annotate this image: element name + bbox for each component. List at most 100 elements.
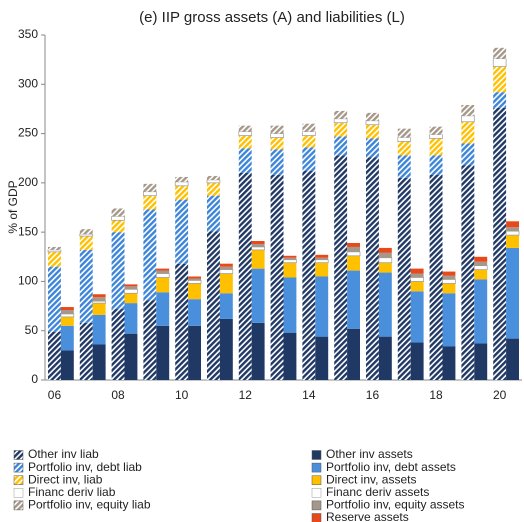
bar-segment [92, 294, 106, 298]
bar-segment [60, 350, 74, 380]
y-tick-label: 300 [18, 76, 38, 90]
bar-segment [366, 112, 379, 121]
bar-segment [219, 273, 233, 294]
bar-segment [60, 316, 74, 326]
bar-segment [378, 336, 392, 380]
bar-segment [111, 208, 125, 217]
legend-swatch [311, 450, 322, 460]
bar-segment [270, 174, 284, 380]
bar-segment [347, 242, 360, 247]
bar-segment [442, 271, 456, 276]
bar-segment [314, 259, 329, 264]
x-tick-label: 18 [429, 388, 443, 402]
bar-segment [492, 58, 507, 67]
bar-segment [270, 149, 284, 175]
bar-segment [461, 143, 475, 166]
bar-segment [188, 276, 201, 279]
bar-segment [79, 249, 93, 323]
legend-label: Financ deriv liab [28, 485, 116, 499]
bar-segment [156, 277, 170, 293]
bar-segment [315, 276, 329, 337]
bar-segment [188, 325, 201, 380]
bar-segment [124, 284, 138, 287]
bar-segment [219, 318, 233, 380]
y-tick-label: 50 [25, 323, 39, 337]
bar-segment [207, 231, 220, 380]
bar-segment [175, 263, 189, 380]
bar-segment [79, 229, 93, 235]
bar-segment [493, 107, 507, 380]
bar-segment [442, 283, 456, 294]
bar-segment [378, 247, 392, 253]
bar-segment [156, 270, 170, 274]
x-tick-label: 14 [302, 388, 316, 402]
bar-segment [111, 232, 125, 310]
bar-segment [334, 155, 348, 380]
bar-segment [397, 137, 412, 142]
bar-segment [251, 243, 265, 247]
legend-swatch [13, 450, 24, 460]
legend-label: Portfolio inv, debt assets [326, 460, 456, 474]
bar-segment [60, 313, 75, 318]
bar-segment [238, 131, 253, 136]
bar-segment [79, 322, 93, 380]
bar-segment [397, 141, 411, 156]
bar-segment [48, 331, 61, 380]
bar-segment [493, 66, 507, 93]
bar-segment [365, 120, 380, 126]
bar-segment [219, 293, 233, 319]
bar-segment [302, 131, 316, 136]
bar-segment [92, 303, 106, 315]
bar-segment [283, 332, 297, 380]
bar-segment [60, 307, 74, 311]
legend-label: Portfolio inv, equity liab [28, 498, 151, 512]
bar-segment [506, 338, 519, 380]
bar-segment [187, 280, 202, 284]
x-tick-label: 10 [175, 388, 189, 402]
y-tick-label: 350 [18, 27, 38, 41]
bar-segment [474, 279, 488, 344]
bar-segment [92, 300, 106, 304]
bar-segment [48, 251, 61, 267]
bar-segment [461, 121, 475, 144]
bar-segment [92, 344, 106, 380]
bar-segment [347, 328, 360, 380]
legend-swatch [13, 475, 24, 485]
bar-segment [378, 262, 392, 273]
bar-segment [506, 227, 519, 232]
bar-segment [188, 299, 201, 326]
bar-segment [506, 235, 519, 248]
bar-segment [347, 270, 360, 329]
bar-segment [493, 47, 507, 59]
bar-segment [156, 325, 170, 380]
chart-title: (e) IIP gross assets (A) and liabilities… [139, 9, 405, 26]
bar-segment [111, 220, 125, 233]
legend-label: Other inv assets [326, 447, 413, 461]
bar-segment [175, 176, 189, 182]
legend-swatch [311, 488, 322, 498]
bar-segment [60, 325, 74, 351]
bar-segment [206, 179, 221, 184]
bar-segment [347, 246, 360, 252]
bar-segment [429, 134, 443, 139]
bar-segment [410, 268, 424, 274]
bar-segment [111, 309, 125, 380]
bar-segment [429, 174, 443, 380]
bar-segment [79, 236, 93, 250]
y-tick-label: 0 [31, 372, 38, 386]
bar-segment [92, 314, 106, 345]
bar-segment [251, 246, 265, 251]
bar-segment [442, 293, 456, 347]
bar-segment [315, 254, 329, 258]
bar-segment [251, 322, 265, 380]
bar-segment [473, 265, 488, 270]
legend-swatch [13, 500, 24, 511]
bar-segment [378, 272, 392, 337]
bar-segment [366, 157, 379, 380]
bar-segment [238, 125, 252, 132]
bar-segment [442, 346, 456, 380]
bar-segment [461, 165, 475, 380]
legend-label: Portfolio inv, debt liab [28, 460, 142, 474]
bar-segment [410, 291, 424, 343]
